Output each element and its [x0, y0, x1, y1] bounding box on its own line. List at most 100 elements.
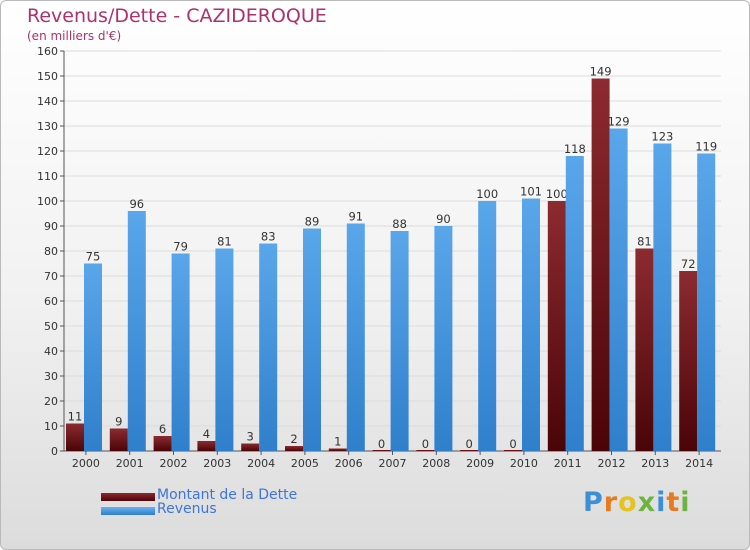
revenue-value-label: 79: [173, 240, 188, 254]
y-tick-label: 10: [44, 420, 58, 433]
revenue-bar: [478, 201, 497, 451]
revenue-value-label: 83: [261, 230, 276, 244]
debt-value-label: 3: [247, 430, 254, 444]
debt-value-label: 0: [422, 437, 429, 451]
debt-bar: [66, 423, 84, 451]
debt-bar-zero-line: [416, 450, 435, 451]
x-tick-label: 2000: [72, 457, 100, 470]
revenue-value-label: 101: [520, 185, 542, 199]
debt-value-label: 2: [290, 432, 297, 446]
logo-letter: x: [637, 487, 657, 518]
logo-letter: r: [603, 487, 619, 518]
debt-value-label: 149: [590, 65, 612, 79]
debt-bar: [679, 271, 698, 451]
revenue-value-label: 89: [305, 215, 320, 229]
debt-value-label: 4: [203, 427, 210, 441]
x-tick-label: 2005: [291, 457, 319, 470]
revenue-value-label: 90: [436, 212, 451, 226]
x-tick-label: 2008: [422, 457, 450, 470]
revenue-bar: [303, 228, 321, 451]
revenue-value-label: 118: [564, 142, 586, 156]
y-tick-label: 110: [37, 170, 58, 183]
debt-value-label: 0: [466, 437, 473, 451]
legend-label-debt: Montant de la Dette: [157, 487, 298, 503]
revenue-value-label: 75: [86, 250, 101, 264]
debt-value-label: 0: [509, 437, 516, 451]
y-tick-label: 130: [37, 120, 58, 133]
x-tick-label: 2011: [554, 457, 582, 470]
revenue-bar: [259, 243, 278, 451]
x-tick-label: 2003: [203, 457, 231, 470]
debt-bar: [328, 448, 347, 451]
y-tick-label: 150: [37, 70, 58, 83]
y-tick-label: 30: [44, 370, 58, 383]
debt-bar-zero-line: [504, 450, 522, 451]
debt-bar: [635, 248, 654, 451]
y-tick-label: 140: [37, 95, 58, 108]
legend-swatch-debt: [101, 493, 155, 501]
revenue-bar: [434, 226, 453, 451]
debt-value-label: 11: [68, 410, 83, 424]
x-tick-label: 2004: [247, 457, 275, 470]
x-tick-label: 2014: [685, 457, 713, 470]
revenue-bar: [127, 211, 146, 451]
revenue-value-label: 119: [695, 140, 717, 154]
revenue-value-label: 129: [608, 115, 630, 129]
x-tick-label: 2002: [160, 457, 188, 470]
y-tick-label: 90: [44, 220, 58, 233]
revenue-bar: [171, 253, 190, 451]
logo-letter: i: [680, 487, 691, 518]
revenue-bar: [215, 248, 234, 451]
x-tick-label: 2007: [379, 457, 407, 470]
debt-bar: [109, 428, 128, 451]
debt-value-label: 72: [681, 257, 696, 271]
y-tick-label: 120: [37, 145, 58, 158]
revenue-value-label: 123: [651, 130, 673, 144]
y-tick-label: 80: [44, 245, 58, 258]
x-tick-label: 2001: [116, 457, 144, 470]
y-tick-label: 60: [44, 295, 58, 308]
debt-value-label: 1: [334, 435, 341, 449]
debt-value-label: 9: [115, 415, 122, 429]
debt-bar: [547, 201, 566, 451]
debt-bar: [285, 446, 303, 451]
y-tick-label: 0: [51, 445, 58, 458]
revenue-bar: [653, 143, 672, 451]
x-tick-label: 2009: [466, 457, 494, 470]
chart-title: Revenus/Dette - CAZIDEROQUE: [27, 5, 327, 27]
debt-value-label: 0: [378, 437, 385, 451]
logo-letter: o: [618, 487, 638, 518]
revenue-bar: [84, 263, 102, 451]
revenue-bar: [609, 128, 628, 451]
revenue-bar: [346, 223, 365, 451]
revenue-bar: [565, 156, 584, 451]
legend-swatch-revenue: [101, 507, 155, 515]
y-tick-label: 160: [37, 45, 58, 58]
revenue-value-label: 91: [348, 210, 363, 224]
x-tick-label: 2010: [510, 457, 538, 470]
revenue-bar: [390, 231, 409, 451]
revenue-value-label: 81: [217, 235, 232, 249]
revenue-bar: [522, 198, 540, 451]
debt-value-label: 81: [637, 235, 652, 249]
debt-bar: [197, 441, 216, 451]
debt-bar-zero-line: [460, 450, 479, 451]
debt-value-label: 100: [546, 187, 568, 201]
y-tick-label: 20: [44, 395, 58, 408]
y-tick-label: 100: [37, 195, 58, 208]
x-tick-label: 2012: [598, 457, 626, 470]
logo-letter: i: [656, 487, 667, 518]
logo-letter: t: [666, 487, 681, 518]
y-tick-label: 70: [44, 270, 58, 283]
y-tick-label: 40: [44, 345, 58, 358]
legend-label-revenue: Revenus: [157, 501, 217, 517]
revenue-value-label: 100: [476, 187, 498, 201]
logo-letter: P: [583, 487, 604, 518]
debt-value-label: 6: [159, 422, 166, 436]
proxiti-logo: Proxiti: [583, 487, 691, 518]
revenue-bar: [697, 153, 716, 451]
chart-unit-subtitle: (en milliers d'€): [27, 29, 122, 43]
debt-bar: [591, 78, 610, 451]
